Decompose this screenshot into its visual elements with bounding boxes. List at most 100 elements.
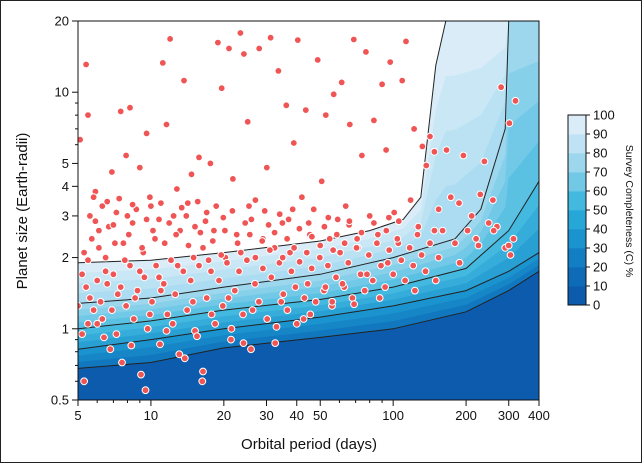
planet-point xyxy=(127,341,136,350)
planet-point xyxy=(207,310,216,319)
planet-point xyxy=(394,217,403,226)
planet-point xyxy=(225,44,233,53)
y-tick-label: 0.5 xyxy=(51,393,69,408)
planet-point xyxy=(345,217,354,226)
planet-point xyxy=(255,297,263,306)
colorbar-segment xyxy=(568,248,586,268)
planet-point xyxy=(183,199,192,208)
planet-point xyxy=(228,207,237,215)
planet-point xyxy=(204,256,213,265)
colorbar-segment xyxy=(568,172,586,192)
planet-point xyxy=(239,310,247,319)
planet-point xyxy=(141,386,150,395)
y-axis: 0.5 1 2 3 4 5 10 20 xyxy=(51,14,78,408)
planet-point xyxy=(266,33,275,42)
planet-point xyxy=(332,230,341,239)
planet-point xyxy=(165,219,174,227)
planet-point xyxy=(173,261,182,270)
planet-point xyxy=(375,294,384,302)
planet-point xyxy=(227,324,236,333)
planet-point xyxy=(80,248,88,257)
planet-point xyxy=(446,193,455,202)
planet-point xyxy=(289,139,298,147)
x-tick-label: 400 xyxy=(528,408,550,423)
planet-point xyxy=(284,215,293,224)
planet-point xyxy=(467,212,476,220)
planet-point xyxy=(98,202,107,211)
planet-point xyxy=(476,190,485,199)
planet-point xyxy=(159,279,168,288)
planet-point xyxy=(365,212,374,220)
planet-point xyxy=(179,267,188,276)
planet-point xyxy=(126,103,134,112)
colorbar-tick-label: 100 xyxy=(593,108,615,123)
x-tick-label: 300 xyxy=(498,408,520,423)
planet-point xyxy=(421,267,430,276)
planet-point xyxy=(152,261,161,270)
planet-point xyxy=(292,319,301,328)
planet-point xyxy=(86,294,94,302)
planet-point xyxy=(100,333,108,342)
plot-frame xyxy=(77,20,540,401)
planet-point xyxy=(397,256,406,265)
planet-point xyxy=(82,283,90,292)
planet-point xyxy=(137,370,145,379)
planet-point xyxy=(418,142,427,151)
planet-point xyxy=(364,251,373,259)
planet-point xyxy=(169,212,178,220)
planet-point xyxy=(329,246,338,255)
planet-point xyxy=(337,78,346,87)
colorbar-tick-label: 80 xyxy=(593,146,607,161)
planet-point xyxy=(247,345,255,354)
y-tick-label: 1 xyxy=(62,321,69,336)
planet-point xyxy=(128,219,137,227)
planet-point xyxy=(393,234,402,243)
planet-point xyxy=(245,230,254,239)
planet-point xyxy=(122,151,130,160)
planet-point xyxy=(275,210,284,219)
planet-point xyxy=(363,270,371,279)
planet-point xyxy=(382,226,391,235)
planet-point xyxy=(160,239,169,248)
planet-point xyxy=(455,199,463,208)
planet-point xyxy=(198,377,207,386)
colorbar-segment xyxy=(568,267,586,287)
planet-point xyxy=(248,306,257,315)
planet-point xyxy=(279,290,288,299)
planet-point xyxy=(381,283,390,292)
y-tick-label: 4 xyxy=(62,179,69,194)
colorbar-tick-label: 0 xyxy=(593,298,600,313)
colorbar-segment xyxy=(568,115,586,135)
planet-point xyxy=(401,276,410,285)
planet-point xyxy=(340,239,349,248)
colorbar-segment xyxy=(568,153,586,173)
planet-point xyxy=(251,196,260,205)
planet-point xyxy=(199,367,207,376)
planet-point xyxy=(156,340,164,349)
planet-point xyxy=(316,241,325,250)
planet-point xyxy=(103,279,112,288)
planet-point xyxy=(286,248,294,257)
planet-point xyxy=(362,48,370,56)
planet-point xyxy=(264,221,273,229)
planet-point xyxy=(426,132,434,141)
planet-point xyxy=(259,264,267,273)
planet-point xyxy=(189,297,197,306)
planet-point xyxy=(385,213,393,222)
planet-point xyxy=(336,248,345,257)
planet-point xyxy=(151,234,159,243)
planet-point xyxy=(202,294,211,302)
contour-line-10 xyxy=(78,270,539,369)
planet-point xyxy=(489,226,498,235)
planet-point xyxy=(95,243,103,252)
planet-point xyxy=(398,76,407,85)
planet-point xyxy=(434,205,443,214)
planet-point xyxy=(120,256,129,265)
x-tick-label: 5 xyxy=(74,408,81,423)
x-tick-label: 40 xyxy=(290,408,304,423)
planet-point xyxy=(291,283,300,292)
planet-point xyxy=(455,258,464,267)
planet-point xyxy=(497,83,506,92)
planet-point xyxy=(263,315,272,323)
y-tick-label: 5 xyxy=(62,156,69,171)
